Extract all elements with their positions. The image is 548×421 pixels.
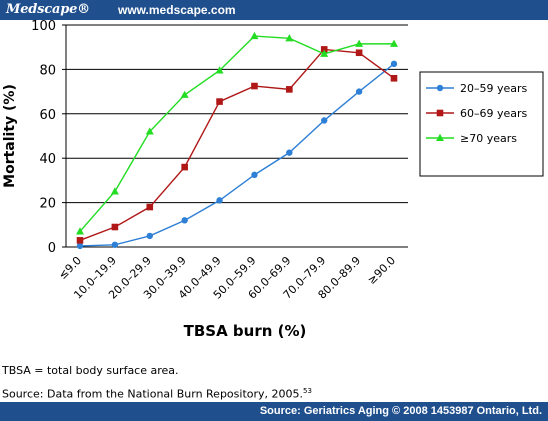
- footer-source: Source: Geriatrics Aging © 2008 1453987 …: [259, 405, 542, 417]
- legend-marker: [436, 109, 444, 117]
- data-point: [320, 46, 328, 53]
- data-point: [76, 242, 84, 250]
- data-point: [320, 49, 329, 57]
- legend-label: 20–59 years: [460, 82, 528, 95]
- data-point: [216, 98, 223, 105]
- y-tick-label: 20: [39, 197, 56, 212]
- y-tick-label: 100: [31, 20, 56, 34]
- source-note: Source: Data from the National Burn Repo…: [2, 387, 312, 401]
- y-tick-label: 60: [39, 108, 56, 123]
- series-line: [79, 35, 394, 232]
- x-tick-label: ≥90.0: [365, 254, 398, 287]
- abbreviation-note: TBSA = total body surface area.: [2, 364, 179, 377]
- data-point: [111, 241, 119, 248]
- data-point: [181, 163, 188, 171]
- data-point: [251, 82, 258, 90]
- data-point: [76, 237, 84, 244]
- data-point: [285, 34, 294, 42]
- x-tick-label: ≤9.0: [56, 254, 84, 282]
- data-point: [110, 187, 119, 195]
- legend-marker: [436, 133, 444, 141]
- series-line: [79, 63, 395, 247]
- data-point: [355, 88, 363, 95]
- y-tick-label: 80: [39, 63, 56, 78]
- data-point: [251, 171, 258, 179]
- data-point: [286, 86, 293, 93]
- data-point: [390, 60, 398, 68]
- data-point: [286, 149, 293, 156]
- data-point: [216, 197, 223, 204]
- legend-entry: ≥70 years: [426, 132, 517, 145]
- legend-marker: [436, 84, 444, 92]
- y-tick-label: 0: [48, 241, 56, 256]
- data-point: [111, 223, 119, 231]
- data-point: [146, 232, 153, 240]
- y-tick-label: 40: [39, 152, 56, 167]
- x-axis-label: TBSA burn (%): [184, 322, 307, 340]
- data-point: [145, 127, 154, 135]
- data-point: [321, 117, 328, 124]
- data-point: [355, 39, 364, 47]
- data-point: [215, 66, 224, 74]
- data-point: [390, 39, 398, 47]
- mortality-chart: 0 20 40 60 80 100 ≤9.010.0–19.920.0–29.930.0–…: [2, 20, 544, 340]
- legend: 20–59 years 60–69 years ≥70 years: [419, 71, 544, 177]
- medscape-logo[interactable]: Medscape®: [6, 2, 90, 17]
- legend-label: ≥70 years: [460, 132, 517, 145]
- legend-label: 60–69 years: [460, 107, 528, 120]
- reference-superscript: 53: [303, 387, 312, 395]
- grid-lines: [66, 24, 408, 204]
- data-point: [146, 203, 154, 211]
- legend-entry: 20–59 years: [426, 82, 528, 95]
- data-point: [76, 227, 84, 235]
- series-2: [76, 46, 398, 244]
- data-point: [180, 90, 189, 98]
- data-point: [181, 217, 188, 224]
- site-url[interactable]: www.medscape.com: [118, 3, 236, 17]
- data-point: [355, 49, 363, 57]
- data-point: [390, 74, 398, 82]
- data-point: [250, 31, 259, 40]
- series-line: [79, 48, 395, 241]
- footer-bar: Source: Geriatrics Aging © 2008 1453987 …: [0, 402, 548, 421]
- y-axis-label: Mortality (%): [2, 84, 18, 188]
- y-axis: 0 20 40 60 80 100: [31, 20, 67, 256]
- legend-entry: 60–69 years: [426, 107, 528, 120]
- series-3: [76, 31, 398, 235]
- header-bar: Medscape® www.medscape.com: [0, 0, 548, 20]
- series-1: [76, 60, 398, 250]
- x-axis: ≤9.010.0–19.920.0–29.930.0–39.940.0–49.9…: [56, 246, 408, 302]
- series-group: [76, 31, 398, 250]
